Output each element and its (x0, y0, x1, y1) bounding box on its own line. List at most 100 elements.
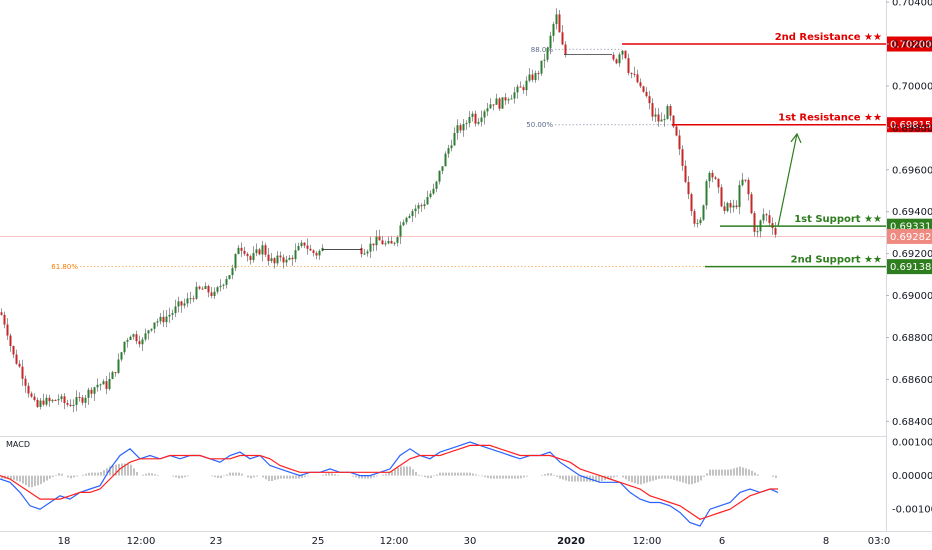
candle-body (711, 172, 714, 178)
candle-body (495, 98, 498, 105)
macd-tick-label: -0.00100 (892, 505, 932, 516)
candle-body (531, 74, 534, 80)
candle-body (612, 54, 615, 60)
candle-body (99, 384, 102, 386)
candle-body (63, 396, 66, 404)
candle-body (273, 258, 276, 264)
candle-body (459, 125, 462, 131)
current-price-value: 0.69282 (890, 232, 931, 243)
price-tick-label: 0.69000 (892, 291, 932, 302)
candle-body (162, 316, 165, 323)
candle-body (51, 399, 54, 402)
candle-body (534, 73, 537, 80)
candle-body (21, 366, 24, 379)
candle-body (201, 288, 204, 290)
candle-body (510, 98, 513, 100)
support-price-value: 0.69138 (890, 262, 931, 273)
candle-body (723, 206, 726, 211)
candle-body (288, 257, 291, 260)
candle-body (546, 48, 549, 60)
candle-body (765, 214, 768, 216)
candle-body (138, 341, 141, 345)
candle-body (630, 72, 633, 74)
candle-body (102, 381, 105, 385)
candle-body (504, 97, 507, 101)
candle-body (372, 243, 375, 246)
candle-body (615, 59, 618, 64)
candle-body (369, 243, 372, 252)
candle-body (192, 298, 195, 300)
candle-body (96, 384, 99, 388)
candle-body (666, 106, 669, 120)
candle-body (471, 113, 474, 118)
candle-body (150, 328, 153, 331)
candle-body (684, 165, 687, 182)
candle-body (123, 341, 126, 353)
candle-body (180, 301, 183, 306)
candle-body (465, 123, 468, 125)
candle-body (240, 247, 243, 251)
candle-body (708, 172, 711, 182)
candle-body (300, 242, 303, 247)
candle-body (498, 98, 501, 109)
candle-body (756, 231, 759, 233)
candle-body (381, 240, 384, 245)
candle-body (111, 372, 114, 379)
time-tick-label: 18 (58, 536, 71, 547)
price-tick-label: 0.69400 (892, 207, 932, 218)
time-tick-label: 12:00 (380, 536, 409, 547)
candle-body (126, 340, 129, 342)
candle-body (303, 242, 306, 246)
price-tick-label: 0.69800 (892, 123, 932, 134)
candle-body (516, 86, 519, 93)
candle-body (264, 245, 267, 255)
candle-body (648, 96, 651, 104)
candle-body (540, 60, 543, 74)
candle-body (411, 211, 414, 217)
candle-body (309, 248, 312, 251)
candle-body (234, 254, 237, 269)
candle-body (159, 316, 162, 322)
candle-body (654, 114, 657, 117)
candle-body (678, 135, 681, 150)
candle-body (522, 87, 525, 91)
candle-body (753, 213, 756, 232)
candle-body (492, 104, 495, 106)
candle-body (147, 330, 150, 334)
candle-body (747, 179, 750, 195)
candle-body (618, 54, 621, 64)
price-tick-label: 0.68600 (892, 375, 932, 386)
candle-body (117, 359, 120, 373)
candle-body (18, 363, 21, 367)
candle-body (9, 335, 12, 347)
candle-body (639, 82, 642, 87)
candle-body (741, 179, 744, 186)
candle-body (390, 241, 393, 244)
time-tick-label: 2020 (557, 536, 585, 547)
candle-body (153, 322, 156, 329)
candle-body (675, 126, 678, 136)
candle-body (645, 91, 648, 97)
candle-body (444, 153, 447, 167)
candle-body (519, 86, 522, 88)
candle-body (213, 291, 216, 296)
candle-body (246, 253, 249, 257)
candle-body (27, 385, 30, 394)
time-tick-label: 6 (719, 536, 725, 547)
candle-body (447, 148, 450, 154)
candle-body (513, 92, 516, 99)
candle-body (693, 211, 696, 224)
candle-body (135, 334, 138, 342)
candle-body (624, 50, 627, 59)
candle-body (432, 188, 435, 194)
candle-body (408, 216, 411, 218)
macd-layer (0, 441, 779, 527)
candle-body (738, 185, 741, 208)
resistance-price-tag (887, 117, 932, 133)
candle-body (3, 314, 6, 325)
candle-body (168, 314, 171, 317)
candle-body (507, 99, 510, 101)
macd-line (0, 441, 779, 527)
macd-tick-label: 0.00100 (892, 438, 932, 449)
